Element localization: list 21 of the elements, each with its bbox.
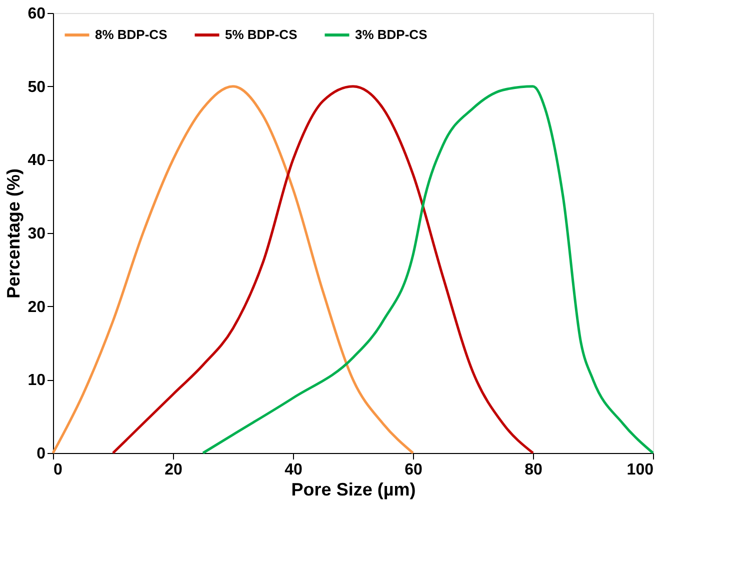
y-tick-label: 50 [28,78,46,96]
x-tick-label: 100 [626,462,654,478]
line-series [202,85,654,454]
y-tick-label: 0 [36,446,46,462]
legend-label: 5% BDP-CS [225,27,298,42]
legend-label: 8% BDP-CS [95,27,168,42]
x-tick-label: 0 [54,462,62,478]
x-tick-label: 60 [404,462,422,478]
y-tick-label: 30 [28,226,46,242]
y-tick-label: 40 [28,152,46,170]
x-tick-label: 40 [284,462,302,478]
y-tick-label: 20 [28,298,46,316]
line-series [52,85,414,454]
line-series [112,85,534,454]
x-tick-label: 80 [524,462,542,478]
y-tick-label: 60 [28,6,46,22]
legend-label: 3% BDP-CS [355,27,428,42]
x-tick-label: 20 [164,462,182,478]
x-axis-title: Pore Size (µm) [291,480,416,500]
y-tick-label: 10 [28,372,46,390]
y-axis-title: Percentage (%) [4,168,24,299]
